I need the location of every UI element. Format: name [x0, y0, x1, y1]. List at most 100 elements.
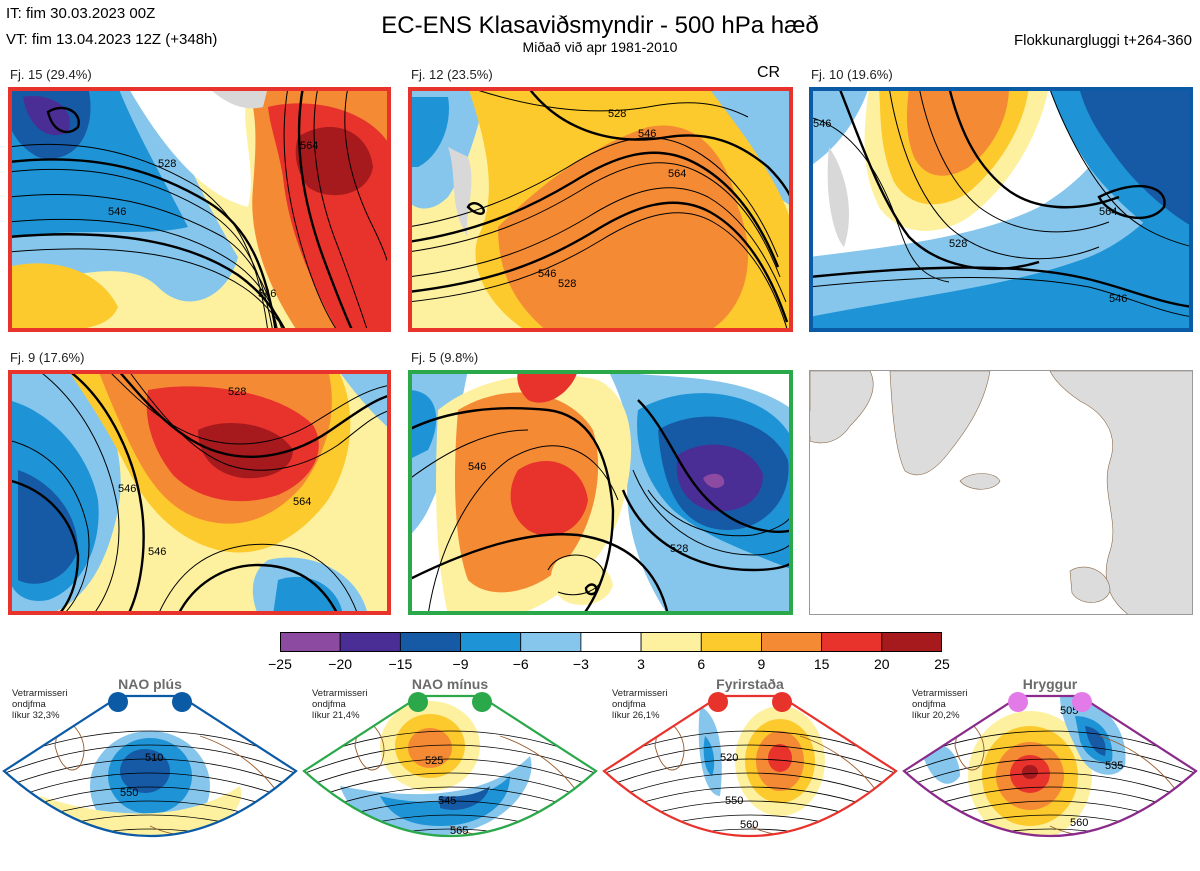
- regime-panel: 525 545 565 NAO mínus Vetrarmisseri ondjfma lí…: [300, 676, 600, 871]
- regime-marker-dot: [772, 692, 792, 712]
- regime-contour-label: 565: [450, 825, 468, 837]
- colorbar-cell: [339, 631, 401, 653]
- init-time: IT: fim 30.03.2023 00Z: [6, 5, 156, 22]
- regime-marker-dot: [472, 692, 492, 712]
- colorbar-tick-label: 3: [637, 656, 645, 672]
- panel-label-4: Fj. 9 (17.6%): [10, 350, 85, 365]
- contour-label: 546: [813, 118, 831, 130]
- regime-info-line: ondjfma: [12, 699, 46, 710]
- panel-frame: [408, 87, 793, 332]
- regime-info: Vetrarmisseri ondjfma líkur 21,4%: [312, 688, 367, 721]
- colorbar-tick-label: −3: [572, 656, 589, 672]
- contour-label: 528: [949, 238, 967, 250]
- contour-label: 546: [258, 288, 276, 300]
- regime-title: NAO plús: [118, 676, 182, 692]
- regime-marker-dot: [172, 692, 192, 712]
- colorbar-cell: [881, 631, 943, 653]
- contour-label: 546: [638, 128, 656, 140]
- regime-title: NAO mínus: [411, 676, 489, 692]
- empty-base-map: [809, 370, 1193, 615]
- panel-frame: [408, 370, 793, 615]
- colorbar-tick-label: 20: [874, 656, 890, 672]
- cluster-map-panel-1[interactable]: 528 546 564 546: [8, 87, 391, 332]
- cluster-map-panel-5[interactable]: 546 528: [408, 370, 793, 615]
- regime-map: 525 545 565: [302, 694, 598, 837]
- panel-label-3: Fj. 10 (19.6%): [811, 67, 893, 82]
- regime-title: Fyrirstaða: [716, 676, 784, 692]
- colorbar: [279, 631, 943, 653]
- cluster-map-panel-3[interactable]: 546 528 546 564: [809, 87, 1193, 332]
- regime-panel: 520 550 560 Fyrirstaða Vetrarmisseri ondjfma l…: [600, 676, 900, 871]
- regime-info-line: ondjfma: [312, 699, 346, 710]
- regime-contour-label: 560: [740, 819, 758, 831]
- cluster-map-panel-2[interactable]: 528 546 564 546 528: [408, 87, 793, 332]
- contour-label: 546: [468, 461, 486, 473]
- contour-label: 528: [558, 278, 576, 290]
- regime-title: Hryggur: [1022, 676, 1078, 692]
- contour-label: 546: [1109, 293, 1127, 305]
- colorbar-cell: [460, 631, 522, 653]
- regime-info-line: líkur 21,4%: [312, 710, 360, 721]
- regime-info-line: Vetrarmisseri: [612, 688, 668, 699]
- contour-label: 528: [228, 386, 246, 398]
- regime-marker-dot: [708, 692, 728, 712]
- contour-label: 528: [608, 108, 626, 120]
- colorbar-tick-label: −15: [388, 656, 413, 672]
- valid-time: VT: fim 13.04.2023 12Z (+348h): [6, 31, 218, 48]
- colorbar-tick-label: 6: [697, 656, 706, 672]
- colorbar-cell: [700, 631, 762, 653]
- contour-label: 564: [293, 496, 311, 508]
- contour-label: 564: [668, 168, 686, 180]
- regime-marker-dot: [1072, 692, 1092, 712]
- regime-info-line: ondjfma: [612, 699, 646, 710]
- cluster-map-panel-4[interactable]: 546 528 546 564: [8, 370, 391, 615]
- panel-label-1: Fj. 15 (29.4%): [10, 67, 92, 82]
- classification-window: Flokkunargluggi t+264-360: [1013, 32, 1192, 49]
- regime-marker-dot: [1008, 692, 1028, 712]
- regime-info-line: Vetrarmisseri: [312, 688, 368, 699]
- contour-label: 564: [1099, 206, 1117, 218]
- colorbar-tick-label: 25: [934, 656, 950, 672]
- contour-label: 546: [118, 483, 136, 495]
- colorbar-cell: [520, 631, 582, 653]
- colorbar-tick-label: −20: [328, 656, 353, 672]
- regime-contour-label: 545: [438, 795, 456, 807]
- colorbar-cell: [399, 631, 461, 653]
- regime-info-line: líkur 20,2%: [912, 710, 960, 721]
- panel-corner-label: CR: [757, 64, 781, 81]
- regime-info-line: ondjfma: [912, 699, 946, 710]
- regime-contour-label: 550: [120, 787, 138, 799]
- regime-map: 510 550: [2, 694, 298, 837]
- regime-contour-label: 520: [720, 752, 738, 764]
- regime-info: Vetrarmisseri ondjfma líkur 32,3%: [12, 688, 67, 721]
- regime-panel: 510 550 NAO plús Vetrarmisseri ondjfma líkur …: [0, 676, 300, 871]
- colorbar-cell: [761, 631, 823, 653]
- colorbar-cell: [640, 631, 702, 653]
- panel-label-2: Fj. 12 (23.5%): [411, 67, 493, 82]
- colorbar-cell: [279, 631, 341, 653]
- regime-info: Vetrarmisseri ondjfma líkur 26,1%: [612, 688, 667, 721]
- regime-info-line: Vetrarmisseri: [912, 688, 968, 699]
- regime-contour-label: 510: [145, 752, 163, 764]
- regime-marker-dot: [408, 692, 428, 712]
- contour-label: 528: [670, 543, 688, 555]
- contour-label: 564: [300, 140, 318, 152]
- contour-label: 546: [538, 268, 556, 280]
- panel-frame: [8, 370, 391, 615]
- regime-info-line: líkur 26,1%: [612, 710, 660, 721]
- panel-label-5: Fj. 5 (9.8%): [411, 350, 479, 365]
- colorbar-svg: [279, 631, 943, 653]
- regime-info-line: líkur 32,3%: [12, 710, 60, 721]
- colorbar-tick-label: −25: [268, 656, 292, 672]
- page-title: EC-ENS Klasaviðsmyndir - 500 hPa hæð: [381, 12, 819, 39]
- colorbar-cell: [580, 631, 642, 653]
- regime-contour-label: 560: [1070, 817, 1088, 829]
- colorbar-tick-label: −6: [512, 656, 529, 672]
- contour-label: 546: [108, 206, 126, 218]
- regime-info: Vetrarmisseri ondjfma líkur 20,2%: [912, 688, 967, 721]
- regime-marker-dot: [108, 692, 128, 712]
- colorbar-cell: [821, 631, 883, 653]
- regime-contour-label: 550: [725, 795, 743, 807]
- colorbar-tick-label: −9: [452, 656, 469, 672]
